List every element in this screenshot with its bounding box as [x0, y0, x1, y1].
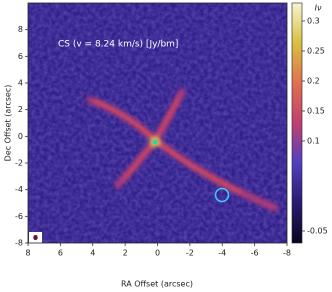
colorbar	[291, 2, 303, 244]
y-tick-label: 4	[18, 79, 23, 88]
annotation: CS (v = 8.24 km/s) [Jy/bm]	[58, 40, 178, 50]
colorbar-tick-label: -0.05	[307, 227, 328, 236]
noise	[28, 3, 287, 243]
colorbar-tick-label: 0.2	[307, 77, 320, 86]
x-tick-label: -6	[251, 249, 259, 258]
y-tick-label: 0	[18, 132, 23, 141]
y-axis-label: Dec Offset (arcsec)	[4, 85, 13, 162]
colorbar-tick-label: 0.1	[307, 137, 320, 146]
x-tick-label: -2	[186, 249, 194, 258]
x-tick-label: -4	[218, 249, 226, 258]
colorbar-tick-label: 0.15	[307, 107, 325, 116]
x-tick-label: 2	[123, 249, 128, 258]
x-tick-label: -8	[283, 249, 291, 258]
y-tick-label: 8	[18, 25, 23, 34]
peak	[152, 139, 158, 145]
image	[28, 3, 287, 243]
colorbar-tick-label: 0.25	[307, 47, 325, 56]
y-tick-label: 6	[18, 52, 23, 61]
x-tick-label: 0	[155, 249, 160, 258]
y-tick-label: -2	[15, 159, 23, 168]
y-tick-label: -8	[15, 239, 23, 248]
y-tick-label: 2	[18, 105, 23, 114]
colorbar-tick-label: 0.3	[307, 17, 320, 26]
x-tick-label: 4	[90, 249, 95, 258]
x-axis-label: RA Offset (arcsec)	[121, 280, 193, 289]
y-tick-label: -4	[15, 185, 23, 194]
colorbar-label: Iν	[315, 4, 322, 13]
x-tick-label: 6	[58, 249, 63, 258]
region-circle	[214, 187, 230, 203]
y-tick-label: -6	[15, 212, 23, 221]
x-tick-label: 8	[25, 249, 30, 258]
beam	[33, 234, 38, 241]
